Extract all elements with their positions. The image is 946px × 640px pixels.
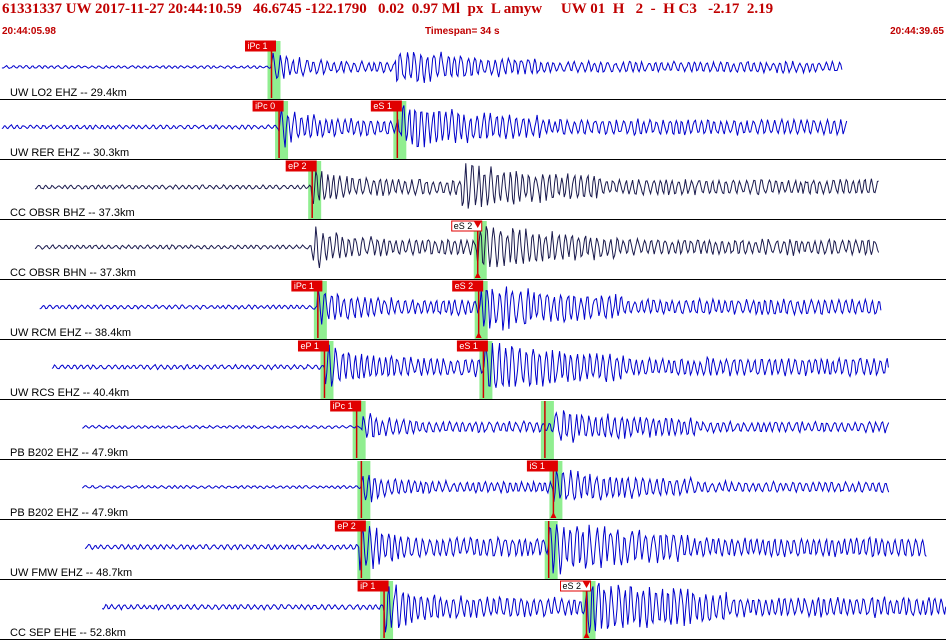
down-triangle-icon [474, 281, 483, 288]
down-triangle-icon [473, 221, 482, 228]
pick-label-box [357, 580, 389, 592]
seismic-waveform [82, 410, 890, 443]
event-header: 61331337 UW 2017-11-27 20:44:10.59 46.67… [0, 0, 946, 40]
pick-label-box [334, 520, 366, 532]
pick-label-box [252, 100, 284, 112]
trace-row[interactable]: eP 2 CC OBSR BHZ -- 37.3km [0, 160, 946, 220]
pick-label: eS 2 [454, 221, 473, 231]
seismic-waveform [84, 524, 927, 575]
pick-label-box [330, 400, 362, 412]
trace-station-label: UW FMW EHZ -- 48.7km [10, 567, 132, 579]
trace-station-label: UW RCM EHZ -- 38.4km [10, 327, 131, 339]
trace-station-label: PB B202 EHZ -- 47.9km [10, 447, 128, 459]
seismic-waveform [1, 51, 843, 83]
pick-label-box [297, 340, 329, 352]
down-triangle-icon [582, 581, 591, 588]
pick-label-box [451, 220, 483, 232]
pick-end-marker [475, 332, 482, 338]
trace-station-label: UW LO2 EHZ -- 29.4km [10, 87, 127, 99]
pick-label: iPc 1 [294, 281, 314, 291]
pick-label: iPc 0 [255, 101, 275, 111]
pick-window-highlight [540, 401, 554, 459]
seismogram-panel[interactable]: iPc 1 UW LO2 EHZ -- 29.4km iPc 0 eS 1 UW RER… [0, 40, 946, 640]
pick-label-box [526, 460, 558, 472]
trace-row[interactable]: iPc 1 PB B202 EHZ -- 47.9km [0, 400, 946, 460]
trace-station-label: CC OBSR BHN -- 37.3km [10, 267, 136, 279]
trace-station-label: CC OBSR BHZ -- 37.3km [10, 207, 135, 219]
trace-station-label: PB B202 EHZ -- 47.9km [10, 507, 128, 519]
pick-end-marker [550, 512, 557, 518]
trace-row[interactable]: eP 2 UW FMW EHZ -- 48.7km [0, 520, 946, 580]
trace-row[interactable]: iPc 1 eS 2 UW RCM EHZ -- 38.4km [0, 280, 946, 340]
pick-end-marker [583, 632, 590, 638]
trace-station-label: UW RCS EHZ -- 40.4km [10, 387, 129, 399]
pick-label-box [456, 340, 488, 352]
down-triangle-icon [549, 461, 558, 468]
pick-label: eP 1 [300, 341, 318, 351]
seismic-waveform [101, 582, 946, 633]
pick-label: iPc 1 [248, 41, 268, 51]
trace-station-label: UW RER EHZ -- 30.3km [10, 147, 129, 159]
pick-label-box [370, 100, 402, 112]
trace-row[interactable]: eS 2 CC OBSR BHN -- 37.3km [0, 220, 946, 280]
trace-station-label: CC SEP EHE -- 52.8km [10, 627, 126, 639]
pick-label-box [285, 160, 317, 172]
pick-end-marker [474, 272, 481, 278]
pick-label: eS 1 [459, 341, 478, 351]
seismic-waveform [39, 286, 882, 331]
pick-label: eP 2 [337, 521, 355, 531]
pick-label: eS 2 [563, 581, 582, 591]
seismic-waveform [81, 469, 890, 503]
window-end-time: 20:44:39.65 [890, 26, 944, 37]
timespan-label: Timespan= 34 s [425, 26, 500, 37]
pick-label: eS 1 [373, 101, 392, 111]
trace-row[interactable]: iPc 0 eS 1 UW RER EHZ -- 30.3km [0, 100, 946, 160]
event-summary-line: 61331337 UW 2017-11-27 20:44:10.59 46.67… [2, 1, 774, 17]
seismic-waveform [1, 105, 848, 148]
pick-label: eP 2 [288, 161, 306, 171]
pick-label: iPc 1 [333, 401, 353, 411]
seismic-waveform [34, 163, 879, 209]
pick-label: iP 1 [360, 581, 375, 591]
trace-row[interactable]: iPc 1 UW LO2 EHZ -- 29.4km [0, 40, 946, 100]
trace-row[interactable]: eP 1 eS 1 UW RCS EHZ -- 40.4km [0, 340, 946, 400]
trace-row[interactable]: iS 1 PB B202 EHZ -- 47.9km [0, 460, 946, 520]
trace-row[interactable]: iP 1 eS 2 CC SEP EHE -- 52.8km [0, 580, 946, 640]
pick-label-box [245, 40, 277, 52]
seismic-waveform [34, 226, 880, 269]
seismic-waveform [51, 342, 889, 388]
pick-label-box [560, 580, 592, 592]
window-start-time: 20:44:05.98 [2, 26, 56, 37]
pick-label-box [291, 280, 323, 292]
pick-label-box [452, 280, 484, 292]
pick-label: eS 2 [455, 281, 474, 291]
pick-label: iS 1 [529, 461, 545, 471]
